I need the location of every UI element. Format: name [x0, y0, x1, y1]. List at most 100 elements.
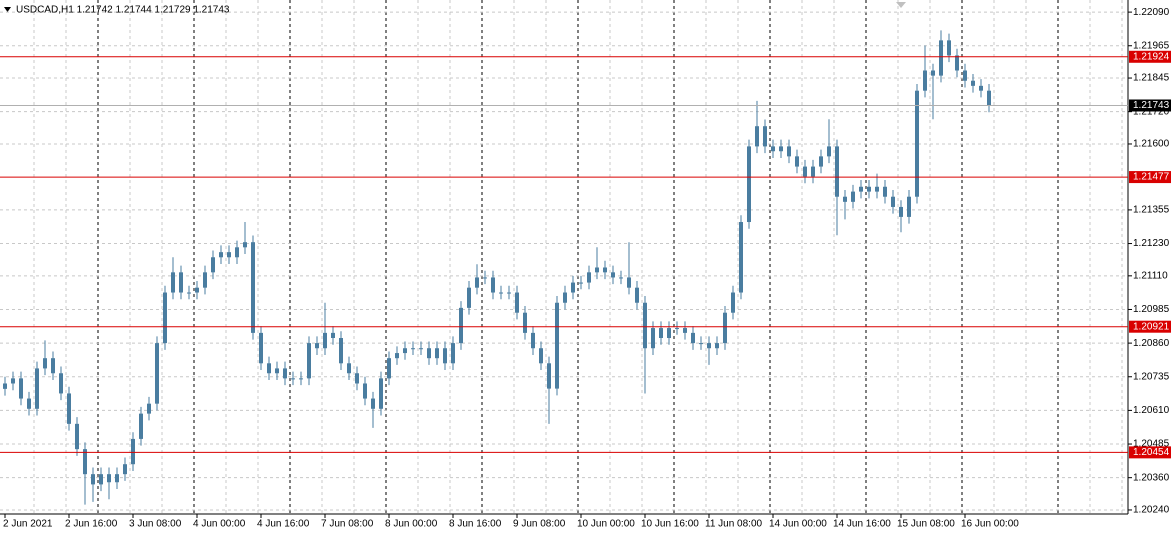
candle-body — [187, 292, 191, 294]
last-price-box — [1129, 99, 1171, 112]
x-tick-label: 2 Jun 16:00 — [65, 519, 118, 530]
x-tick-label: 11 Jun 08:00 — [705, 519, 763, 530]
candle-body — [299, 378, 303, 380]
y-tick-label: 1.20610 — [1133, 405, 1170, 416]
level-box — [1129, 50, 1171, 63]
x-tick-label: 9 Jun 08:00 — [513, 519, 566, 530]
candle-body — [683, 328, 687, 333]
vertical-grid — [33, 0, 1123, 514]
candle-body — [411, 348, 415, 350]
candle-body — [235, 247, 239, 258]
candle-body — [643, 302, 647, 349]
candle-body — [251, 242, 255, 333]
menu-triangle — [4, 7, 11, 12]
level-box — [1129, 171, 1171, 184]
x-tick-label: 4 Jun 00:00 — [193, 519, 246, 530]
candle-body — [955, 55, 959, 71]
candle-body — [387, 358, 391, 379]
candle-body — [443, 348, 447, 364]
candle-body — [835, 146, 839, 197]
candle-body — [603, 267, 607, 273]
candle-body — [987, 90, 991, 106]
candle-body — [323, 332, 327, 349]
level-label: 1.21477 — [1133, 172, 1170, 183]
candle-body — [787, 146, 791, 157]
candle-body — [579, 282, 583, 284]
x-tick-label: 8 Jun 00:00 — [385, 519, 438, 530]
candle-body — [715, 343, 719, 349]
shift-marker — [896, 2, 906, 8]
candle-body — [819, 156, 823, 167]
candle-body — [91, 474, 95, 485]
candle-body — [691, 332, 695, 344]
candle-body — [731, 292, 735, 313]
candle-body — [107, 474, 111, 483]
candle-body — [843, 196, 847, 202]
candle-body — [275, 368, 279, 374]
candle-body — [571, 282, 575, 293]
candle-body — [371, 398, 375, 409]
candle-body — [131, 438, 135, 465]
y-tick-label: 1.21720 — [1133, 106, 1170, 117]
candle-body — [563, 292, 567, 303]
candle-body — [507, 292, 511, 294]
y-tick-label: 1.21230 — [1133, 238, 1170, 249]
candle-body — [19, 378, 23, 399]
candle-body — [283, 368, 287, 379]
candle-body — [163, 292, 167, 344]
candle-body — [355, 373, 359, 384]
candle-body — [483, 277, 487, 279]
candle-body — [931, 70, 935, 76]
x-tick-label: 14 Jun 00:00 — [769, 519, 827, 530]
candle-body — [587, 272, 591, 283]
candle-body — [907, 196, 911, 217]
candle-body — [203, 272, 207, 288]
candle-body — [75, 423, 79, 450]
candle-body — [315, 343, 319, 349]
candle-body — [171, 272, 175, 293]
candle-body — [155, 343, 159, 404]
candle-body — [539, 348, 543, 364]
y-tick-label: 1.21110 — [1133, 270, 1168, 281]
y-tick-label: 1.20985 — [1133, 304, 1170, 315]
candle-body — [395, 353, 399, 359]
candle-body — [659, 328, 663, 339]
y-tick-label: 1.21965 — [1133, 40, 1170, 51]
candle-body — [611, 272, 615, 278]
candle-body — [51, 358, 55, 374]
candle-body — [451, 343, 455, 364]
candle-body — [267, 363, 271, 374]
candle-body — [723, 312, 727, 344]
x-tick-label: 10 Jun 16:00 — [641, 519, 699, 530]
candle-body — [795, 156, 799, 167]
candle-body — [491, 277, 495, 293]
y-tick-label: 1.20860 — [1133, 338, 1170, 349]
candle-body — [555, 302, 559, 389]
candle-body — [667, 328, 671, 339]
y-tick-label: 1.20735 — [1133, 371, 1170, 382]
candle-body — [243, 242, 247, 248]
candle-body — [699, 343, 703, 345]
candle-body — [867, 186, 871, 192]
chart-title: USDCAD,H1 1.21742 1.21744 1.21729 1.2174… — [16, 5, 230, 16]
candle-body — [99, 474, 103, 485]
candle-body — [707, 343, 711, 349]
y-tick-label: 1.22090 — [1133, 7, 1170, 18]
candle-body — [115, 474, 119, 483]
candle-body — [459, 307, 463, 344]
candle-body — [883, 186, 887, 197]
candle-body — [547, 363, 551, 389]
y-tick-label: 1.20485 — [1133, 439, 1170, 450]
candle-body — [947, 40, 951, 56]
candle-body — [11, 378, 15, 384]
candle-body — [339, 338, 343, 364]
candle-body — [43, 358, 47, 369]
y-tick-label: 1.20360 — [1133, 472, 1170, 483]
y-tick-label: 1.21355 — [1133, 205, 1170, 216]
candle-body — [875, 186, 879, 192]
candle-body — [763, 126, 767, 147]
candle-body — [363, 383, 367, 399]
candle-body — [939, 40, 943, 76]
candle-body — [403, 348, 407, 354]
